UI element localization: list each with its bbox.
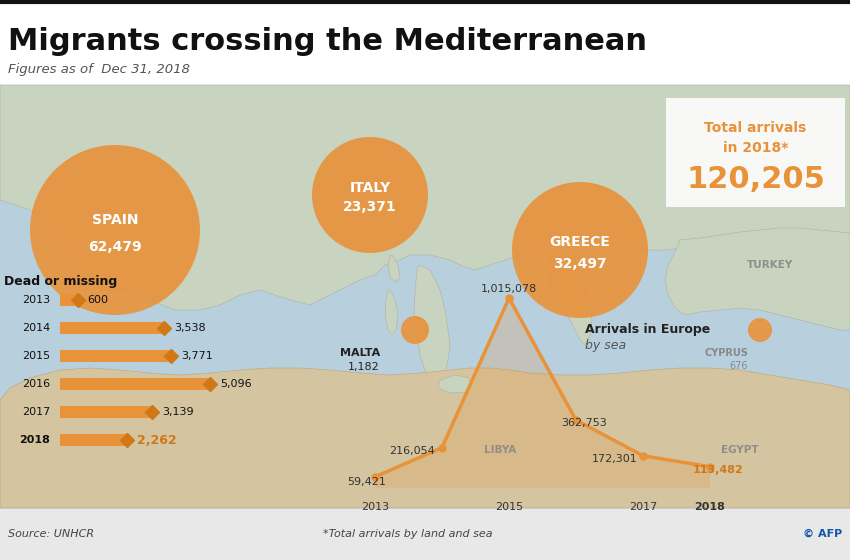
Text: 2018: 2018 [694,502,725,512]
Text: 3,771: 3,771 [181,351,212,361]
Text: 2017: 2017 [629,502,657,512]
Circle shape [401,316,429,344]
Text: EGYPT: EGYPT [721,445,759,455]
Text: 3,139: 3,139 [162,407,194,417]
Text: 172,301: 172,301 [592,454,638,464]
Polygon shape [0,85,850,310]
Text: 2015: 2015 [495,502,523,512]
Text: SPAIN: SPAIN [92,213,139,227]
Circle shape [748,318,772,342]
Polygon shape [438,375,472,393]
Circle shape [30,145,200,315]
Bar [60,406,152,418]
Text: 2015: 2015 [22,351,50,361]
Text: 2017: 2017 [22,407,50,417]
Circle shape [312,137,428,253]
Text: 59,421: 59,421 [348,477,387,487]
Polygon shape [665,228,850,330]
Text: by sea: by sea [585,339,626,352]
Text: 362,753: 362,753 [561,418,607,428]
Text: 23,371: 23,371 [343,199,397,213]
Text: CYPRUS: CYPRUS [704,348,748,358]
Text: 5,096: 5,096 [220,379,252,389]
Text: 2018: 2018 [19,435,50,445]
Polygon shape [0,368,850,508]
Text: Source: UNHCR: Source: UNHCR [8,529,94,539]
Text: Total arrivals: Total arrivals [705,121,807,135]
Text: 2013: 2013 [361,502,389,512]
Text: GREECE: GREECE [550,235,610,249]
Text: TURKEY: TURKEY [747,260,793,270]
Text: 600: 600 [88,295,109,305]
Bar [60,434,127,446]
Text: 32,497: 32,497 [553,256,607,270]
Bar [60,378,210,390]
Text: ITALY: ITALY [349,181,391,195]
Text: 216,054: 216,054 [389,446,435,455]
Bar [0,508,850,560]
Text: 2,262: 2,262 [137,433,176,446]
Bar [60,322,164,334]
Text: MALTA: MALTA [340,348,380,358]
Bar [60,294,77,306]
Text: Dead or missing: Dead or missing [4,276,117,288]
Text: Arrivals in Europe: Arrivals in Europe [585,324,711,337]
Bar [60,350,171,362]
Text: 120,205: 120,205 [686,166,825,194]
Polygon shape [548,245,592,345]
Text: LIBYA: LIBYA [484,445,516,455]
Polygon shape [375,298,710,488]
Text: Migrants crossing the Mediterranean: Migrants crossing the Mediterranean [8,27,647,57]
Polygon shape [414,265,450,390]
Text: *Total arrivals by land and sea: *Total arrivals by land and sea [323,529,493,539]
Text: Figures as of  Dec 31, 2018: Figures as of Dec 31, 2018 [8,63,190,77]
Text: 2014: 2014 [22,323,50,333]
Text: 2013: 2013 [22,295,50,305]
Text: 1,182: 1,182 [348,362,380,372]
Text: 113,482: 113,482 [693,465,744,475]
Text: in 2018*: in 2018* [722,141,788,155]
Text: 62,479: 62,479 [88,240,142,254]
Polygon shape [388,255,400,282]
Bar [0,0,850,85]
Text: 676: 676 [729,361,748,371]
FancyBboxPatch shape [666,98,845,207]
Text: © AFP: © AFP [802,529,842,539]
Polygon shape [385,290,398,335]
Circle shape [512,182,648,318]
Text: 1,015,078: 1,015,078 [481,284,537,294]
Text: 2016: 2016 [22,379,50,389]
Text: 3,538: 3,538 [174,323,206,333]
